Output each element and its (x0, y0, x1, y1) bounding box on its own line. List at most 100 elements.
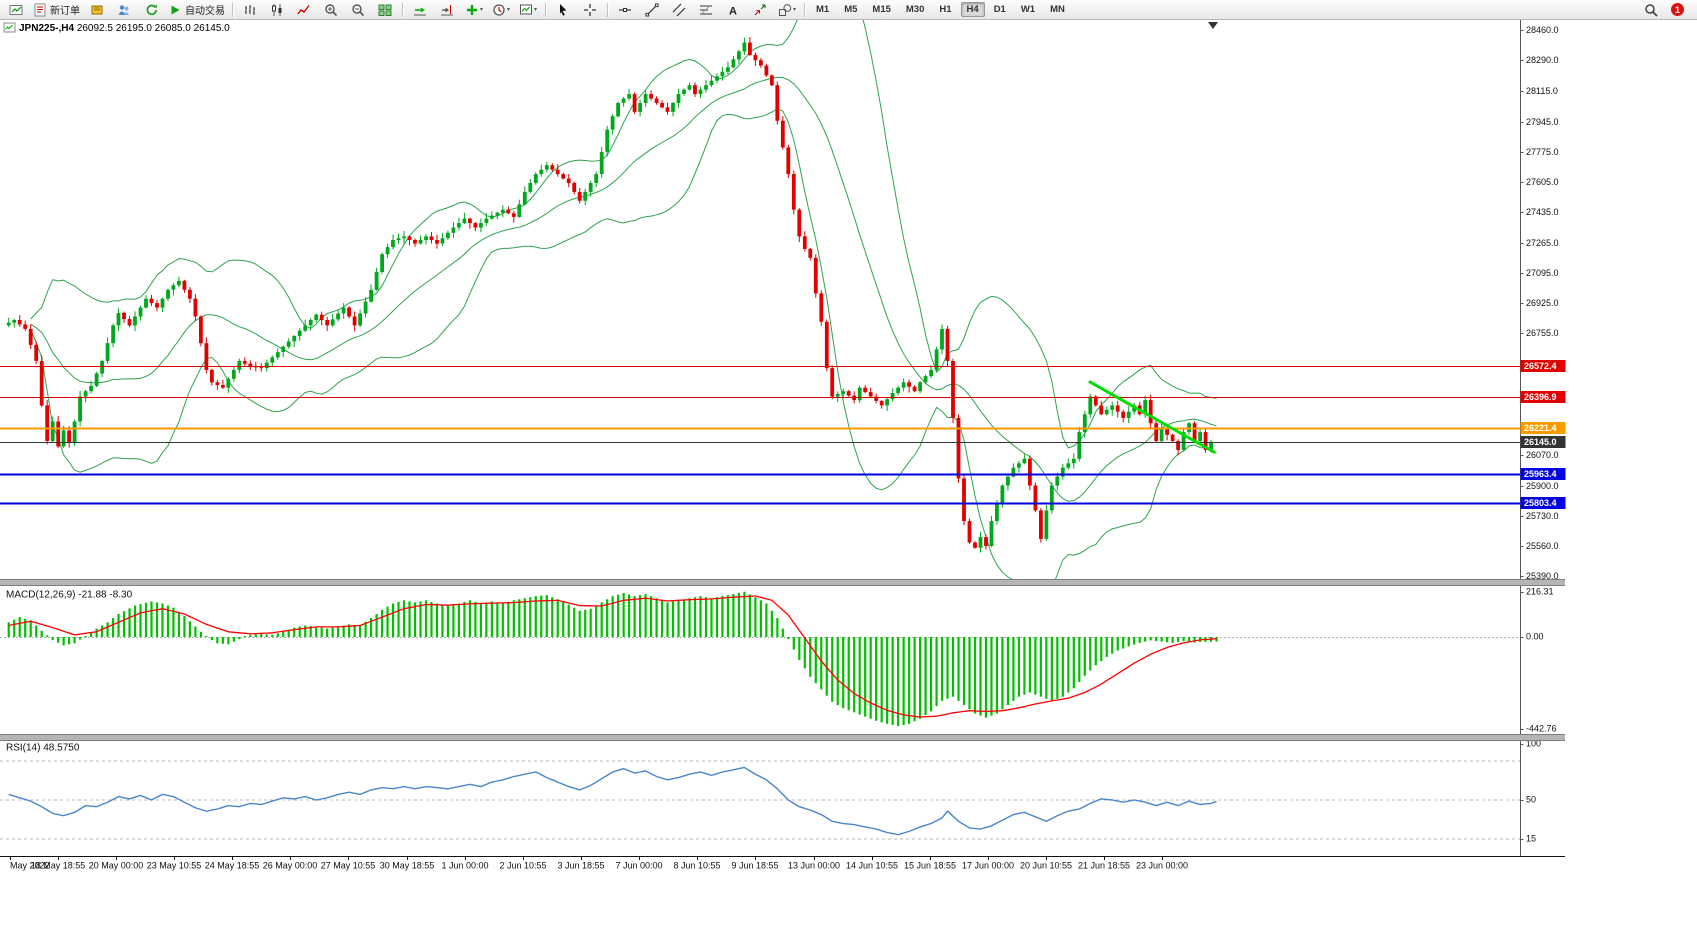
auto-scroll-icon[interactable] (407, 0, 433, 19)
time-axis-label: 26 May 00:00 (263, 860, 318, 870)
candle-body (440, 238, 445, 244)
price-badge (1520, 436, 1566, 448)
time-axis-label: 30 May 18:55 (380, 860, 435, 870)
candle-body (468, 218, 472, 223)
panel-divider[interactable] (0, 579, 1565, 586)
candle-body (879, 401, 884, 406)
candle-body (413, 240, 417, 244)
candle-body (336, 313, 340, 320)
market-watch-icon[interactable] (84, 0, 110, 19)
candle-body (1044, 510, 1049, 539)
candle-body (885, 399, 889, 406)
timeframe-h4-button[interactable]: H4 (960, 2, 985, 17)
profiles-icon[interactable] (111, 0, 137, 19)
notification-badge[interactable]: 1 (1671, 3, 1684, 16)
candle-body (484, 218, 489, 223)
candle-chart-icon[interactable] (264, 0, 290, 19)
candle-body (308, 320, 313, 326)
candle-body (319, 314, 324, 320)
hline-tool-icon[interactable] (612, 0, 638, 19)
tile-windows-icon[interactable] (372, 0, 398, 19)
candle-body (490, 215, 494, 219)
candle-body (451, 227, 456, 233)
channel-tool-icon[interactable] (666, 0, 692, 19)
candle-body (962, 478, 966, 522)
candle-body (1049, 485, 1054, 511)
candle-body (841, 391, 846, 394)
timeframe-m1-button[interactable]: M1 (816, 4, 830, 15)
macd-scale-label: 216.31 (1526, 586, 1554, 596)
timeframe-h1-button[interactable]: H1 (939, 4, 952, 15)
price-tick-label: 28115.0 (1526, 86, 1558, 96)
candle-body (528, 183, 533, 192)
candle-body (39, 361, 44, 406)
panel-divider[interactable] (0, 734, 1565, 741)
price-tick-label: 26755.0 (1526, 328, 1559, 338)
candle-body (116, 312, 121, 326)
timeframe-m30-button[interactable]: M30 (905, 4, 925, 15)
zoom-out-icon[interactable] (345, 0, 371, 19)
chart-shift-icon[interactable] (434, 0, 460, 19)
candle-body (242, 361, 247, 364)
autotrade-button[interactable]: 自动交易 (165, 0, 228, 19)
candle-body (940, 328, 944, 350)
candle-body (28, 328, 33, 345)
zoom-in-icon[interactable] (318, 0, 344, 19)
time-axis-label: 2 Jun 10:55 (499, 860, 546, 870)
macd-panel[interactable]: MACD(12,26,9) -21.88 -8.30 216.31 0.00 -442… (0, 586, 1557, 733)
candle-body (643, 94, 648, 103)
templates-icon[interactable]: ▾ (515, 0, 541, 19)
chart-shift-marker-icon[interactable] (1208, 22, 1218, 29)
toolbar-separator (402, 2, 403, 17)
timeframe-w1-button[interactable]: W1 (1020, 4, 1036, 15)
timeframe-m15-button[interactable]: M15 (872, 4, 891, 15)
periods-icon[interactable]: ▾ (488, 0, 514, 19)
candle-body (753, 54, 758, 61)
candle-body (127, 319, 132, 326)
new-order-button[interactable]: 新订单 (30, 0, 83, 19)
shapes-icon[interactable]: ▾ (774, 0, 800, 19)
candle-body (720, 71, 725, 77)
candle-body (748, 42, 752, 55)
text-tool-icon[interactable]: A (720, 0, 746, 19)
refresh-icon[interactable] (138, 0, 164, 19)
rsi-panel[interactable]: RSI(14) 48.5750 100 50 15 (0, 738, 1541, 843)
timeframe-d1-button[interactable]: D1 (993, 4, 1006, 15)
candle-body (1209, 441, 1213, 450)
timeframe-m5-button[interactable]: M5 (844, 4, 858, 15)
bar-chart-icon[interactable] (237, 0, 263, 19)
price-badge (1520, 422, 1566, 434)
timeframe-mn-button[interactable]: MN (1050, 4, 1065, 15)
candle-body (435, 240, 439, 244)
candle-body (83, 391, 88, 397)
candle-body (1176, 441, 1180, 450)
crosshair-icon[interactable] (577, 0, 603, 19)
indicators-icon[interactable]: ▾ (461, 0, 487, 19)
candle-body (204, 343, 209, 370)
candle-body (396, 238, 401, 240)
cursor-icon[interactable] (550, 0, 576, 19)
trend-line[interactable] (1088, 380, 1216, 454)
price-badge-label: 25803.4 (1524, 498, 1557, 508)
price-badge (1520, 497, 1566, 509)
candle-body (314, 314, 319, 320)
candle-body (292, 336, 297, 342)
arrows-tool-icon[interactable] (747, 0, 773, 19)
new-chart-icon[interactable] (3, 0, 29, 19)
line-chart-icon[interactable] (291, 0, 317, 19)
candle-body (857, 387, 862, 401)
price-axis[interactable]: 28460.0 28290.0 28115.0 27945.0 27775.0 27605… (1520, 20, 1566, 856)
candle-body (874, 396, 879, 401)
search-icon[interactable] (1638, 0, 1664, 19)
candle-body (945, 328, 950, 361)
candle-body (330, 319, 335, 326)
candle-body (1198, 432, 1202, 441)
candle-body (1203, 432, 1208, 450)
trendline-tool-icon[interactable] (639, 0, 665, 19)
candle-body (446, 232, 450, 239)
candle-body (1028, 458, 1032, 486)
candle-body (682, 89, 686, 94)
fibo-tool-icon[interactable] (693, 0, 719, 19)
